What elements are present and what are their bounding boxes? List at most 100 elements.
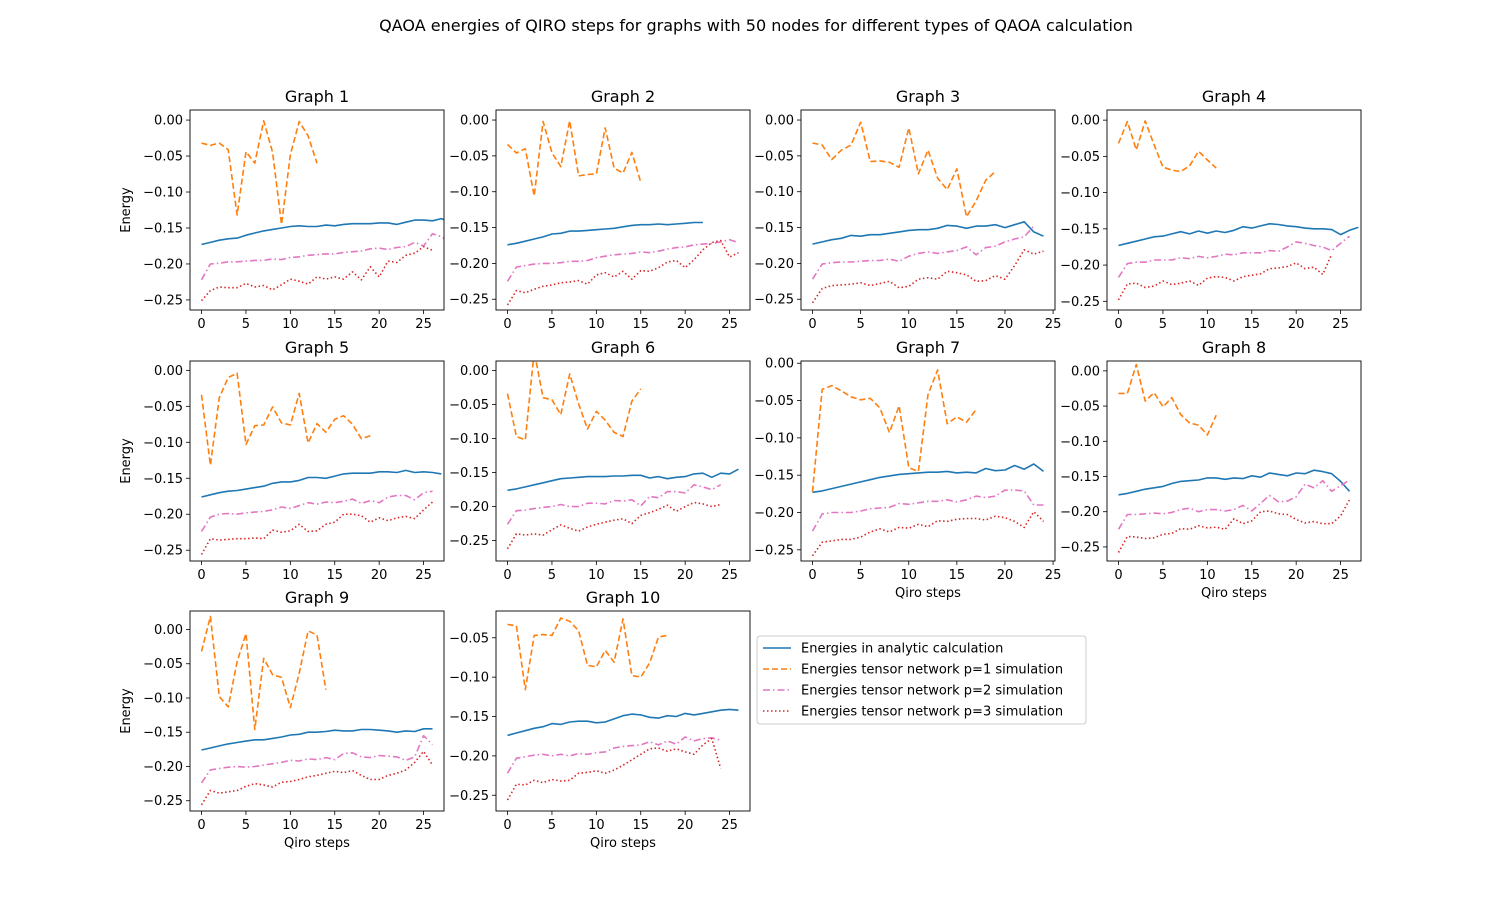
- y-tick-label: 0.00: [765, 357, 794, 372]
- series-line-dotted: [1117, 499, 1351, 553]
- y-tick-label: −0.10: [754, 431, 794, 446]
- series-line-solid: [201, 217, 444, 246]
- x-tick-label: 5: [548, 568, 556, 583]
- x-tick-label: 25: [415, 317, 432, 332]
- subplot-3: 0 5 10 15 20 25 0.00 −0.05 −0.10 −0.15 −0.20 −0.25 G…: [754, 87, 1061, 332]
- y-tick-label: −0.20: [1060, 259, 1100, 274]
- subplot-title: Graph 7: [896, 338, 960, 357]
- series-line-dotted: [200, 245, 433, 302]
- plot-area: [1117, 363, 1351, 553]
- x-tick-label: 10: [588, 818, 605, 833]
- y-tick-label: −0.10: [449, 671, 489, 686]
- y-tick-label: 0.00: [154, 623, 183, 638]
- subplot-10: 0 5 10 15 20 25 −0.05 −0.10 −0.15 −0.20 −0.25 Graph…: [449, 588, 751, 851]
- legend-label: Energies tensor network p=2 simulation: [801, 684, 1063, 699]
- x-tick-label: 0: [1114, 317, 1122, 332]
- series-line-dashed: [200, 615, 327, 731]
- subplot-title: Graph 8: [1202, 338, 1266, 357]
- y-tick-label: −0.10: [1060, 435, 1100, 450]
- plot-area: [811, 121, 1044, 304]
- y-tick-label: 0.00: [154, 114, 183, 129]
- y-tick-label: −0.25: [449, 534, 489, 549]
- series-line-solid: [812, 463, 1044, 494]
- series-line-dotted: [506, 501, 721, 550]
- subplot-2: 0 5 10 15 20 25 0.00 −0.05 −0.10 −0.15 −0.20 −0.25 G…: [449, 87, 751, 332]
- axes-frame: [800, 360, 1056, 562]
- series-line-dashdot: [1117, 479, 1350, 530]
- y-tick-label: −0.20: [1060, 505, 1100, 520]
- series-line-dashdot: [506, 483, 722, 525]
- x-tick-label: 15: [326, 317, 343, 332]
- x-tick-label: 20: [1288, 568, 1305, 583]
- axes-frame: [1106, 360, 1362, 562]
- x-tick-label: 5: [1159, 317, 1167, 332]
- x-tick-label: 0: [503, 317, 511, 332]
- subplot-4: 0 5 10 15 20 25 0.00 −0.05 −0.10 −0.15 −0.20 −0.25 G…: [1060, 87, 1362, 332]
- axes-frame: [189, 109, 445, 311]
- x-tick-label: 10: [1199, 317, 1216, 332]
- x-tick-label: 25: [1332, 317, 1349, 332]
- y-tick-label: −0.15: [143, 726, 183, 741]
- y-tick-label: −0.15: [1060, 470, 1100, 485]
- subplot-title: Graph 9: [285, 588, 349, 607]
- y-tick-label: −0.20: [143, 760, 183, 775]
- x-tick-label: 10: [900, 317, 917, 332]
- series-line-dotted: [200, 750, 434, 806]
- y-axis-label: Energy: [119, 187, 134, 233]
- x-tick-label: 20: [371, 317, 388, 332]
- subplot-title: Graph 4: [1202, 87, 1266, 106]
- x-tick-label: 25: [1045, 568, 1062, 583]
- y-tick-label: −0.05: [1060, 400, 1100, 415]
- series-line-dashed: [506, 120, 642, 197]
- series-line-dotted: [506, 239, 739, 306]
- series-line-dashed: [507, 617, 668, 691]
- axes-frame: [189, 610, 445, 812]
- x-tick-label: 20: [997, 568, 1014, 583]
- x-tick-label: 15: [949, 568, 966, 583]
- y-tick-label: −0.20: [449, 500, 489, 515]
- x-tick-label: 5: [857, 568, 865, 583]
- x-tick-label: 15: [632, 818, 649, 833]
- x-tick-label: 15: [326, 568, 343, 583]
- y-tick-label: −0.20: [449, 257, 489, 272]
- y-tick-label: −0.15: [449, 221, 489, 236]
- y-tick-label: −0.15: [449, 710, 489, 725]
- series-line-solid: [1118, 469, 1351, 496]
- x-tick-label: 10: [588, 568, 605, 583]
- series-line-dashdot: [506, 736, 721, 774]
- x-tick-label: 25: [721, 568, 738, 583]
- subplot-title: Graph 5: [285, 338, 349, 357]
- axes-frame: [495, 109, 751, 311]
- series-line-dashdot: [200, 734, 434, 784]
- series-line-dashdot: [1117, 235, 1351, 278]
- y-tick-label: −0.15: [754, 221, 794, 236]
- y-tick-label: −0.05: [449, 631, 489, 646]
- x-tick-label: 10: [900, 568, 917, 583]
- y-tick-label: −0.05: [449, 149, 489, 164]
- x-tick-label: 5: [548, 818, 556, 833]
- y-tick-label: −0.15: [754, 469, 794, 484]
- x-tick-label: 15: [1243, 317, 1260, 332]
- y-tick-label: −0.25: [143, 293, 183, 308]
- subplot-title: Graph 10: [586, 588, 661, 607]
- subplot-title: Graph 1: [285, 87, 349, 106]
- x-tick-label: 25: [721, 317, 738, 332]
- y-tick-label: 0.00: [1071, 114, 1100, 129]
- x-tick-label: 20: [677, 818, 694, 833]
- series-line-solid: [201, 469, 442, 498]
- subplots: 0 5 10 15 20 25 0.00 −0.05 −0.10 −0.15 −0.20 −0.25 G…: [119, 87, 1362, 851]
- x-tick-label: 0: [503, 568, 511, 583]
- y-tick-label: −0.05: [449, 398, 489, 413]
- legend-label: Energies in analytic calculation: [801, 642, 1003, 657]
- x-tick-label: 0: [1114, 568, 1122, 583]
- axes-frame: [495, 610, 751, 812]
- subplot-8: 0 5 10 15 20 25 0.00 −0.05 −0.10 −0.15 −0.20 −0.25 G…: [1060, 338, 1362, 601]
- x-tick-label: 15: [1243, 568, 1260, 583]
- series-line-dashdot: [506, 238, 739, 282]
- y-tick-label: −0.10: [449, 185, 489, 200]
- x-tick-label: 25: [415, 818, 432, 833]
- series-line-solid: [1118, 223, 1359, 247]
- x-tick-label: 5: [548, 317, 556, 332]
- x-axis-label: Qiro steps: [895, 586, 961, 601]
